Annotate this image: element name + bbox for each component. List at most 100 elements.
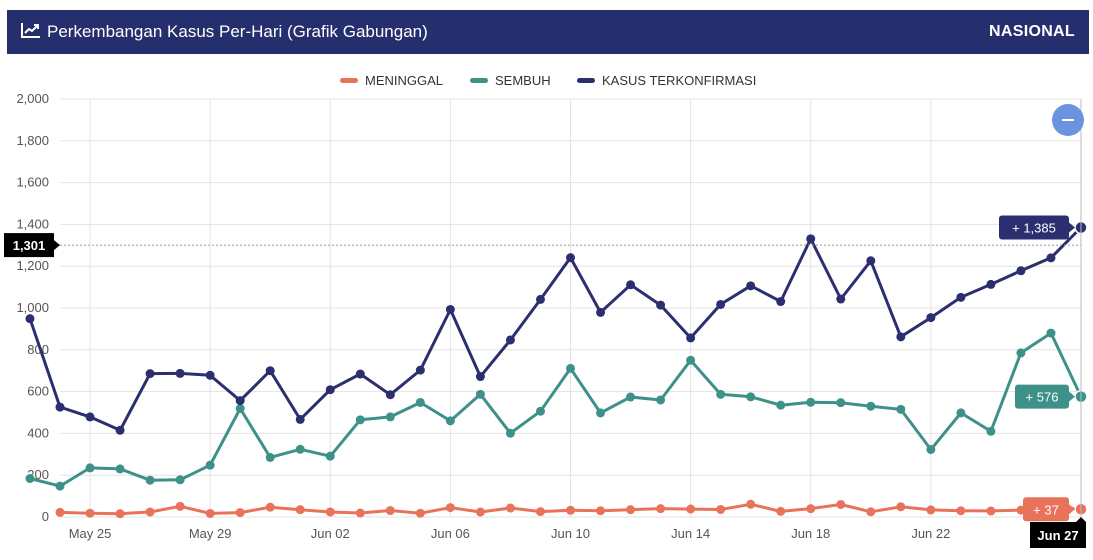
data-point-kasus-terkonfirmasi[interactable]: [505, 335, 515, 345]
data-point-sembuh[interactable]: [746, 392, 756, 402]
data-point-kasus-terkonfirmasi[interactable]: [205, 370, 215, 380]
data-point-sembuh[interactable]: [806, 397, 816, 407]
data-point-kasus-terkonfirmasi[interactable]: [415, 365, 425, 375]
data-point-kasus-terkonfirmasi[interactable]: [475, 372, 485, 382]
data-point-kasus-terkonfirmasi[interactable]: [776, 297, 786, 307]
data-point-kasus-terkonfirmasi[interactable]: [596, 307, 606, 317]
data-point-sembuh[interactable]: [145, 475, 155, 485]
data-point-meninggal[interactable]: [265, 502, 275, 512]
data-point-sembuh[interactable]: [626, 392, 636, 402]
data-point-meninggal[interactable]: [445, 503, 455, 513]
data-point-kasus-terkonfirmasi[interactable]: [986, 279, 996, 289]
data-point-sembuh[interactable]: [956, 408, 966, 418]
data-point-meninggal[interactable]: [235, 508, 245, 518]
data-point-kasus-terkonfirmasi[interactable]: [235, 396, 245, 406]
data-point-sembuh[interactable]: [265, 452, 275, 462]
data-point-meninggal[interactable]: [475, 507, 485, 517]
data-point-sembuh[interactable]: [445, 416, 455, 426]
data-point-kasus-terkonfirmasi[interactable]: [325, 385, 335, 395]
combined-line-chart[interactable]: 02004006008001,0001,2001,4001,6001,8002,…: [0, 58, 1093, 555]
data-point-kasus-terkonfirmasi[interactable]: [926, 313, 936, 323]
data-point-sembuh[interactable]: [475, 389, 485, 399]
data-point-kasus-terkonfirmasi[interactable]: [175, 368, 185, 378]
data-point-sembuh[interactable]: [596, 408, 606, 418]
data-point-meninggal[interactable]: [836, 499, 846, 509]
data-point-sembuh[interactable]: [205, 460, 215, 470]
data-point-meninggal[interactable]: [295, 505, 305, 515]
data-point-meninggal[interactable]: [355, 508, 365, 518]
data-point-meninggal[interactable]: [956, 506, 966, 516]
data-point-sembuh[interactable]: [686, 355, 696, 365]
data-point-kasus-terkonfirmasi[interactable]: [55, 402, 65, 412]
data-point-sembuh[interactable]: [325, 451, 335, 461]
data-point-kasus-terkonfirmasi[interactable]: [1046, 253, 1056, 263]
data-point-kasus-terkonfirmasi[interactable]: [1016, 266, 1026, 276]
data-point-meninggal[interactable]: [746, 499, 756, 509]
data-point-kasus-terkonfirmasi[interactable]: [265, 366, 275, 376]
data-point-sembuh[interactable]: [866, 401, 876, 411]
data-point-meninggal[interactable]: [175, 501, 185, 511]
data-point-meninggal[interactable]: [806, 504, 816, 514]
data-point-kasus-terkonfirmasi[interactable]: [896, 332, 906, 342]
data-point-kasus-terkonfirmasi[interactable]: [866, 256, 876, 266]
data-point-meninggal[interactable]: [566, 505, 575, 515]
data-point-kasus-terkonfirmasi[interactable]: [445, 304, 455, 314]
data-point-sembuh[interactable]: [656, 395, 666, 405]
data-point-meninggal[interactable]: [85, 508, 95, 518]
data-point-kasus-terkonfirmasi[interactable]: [566, 253, 575, 263]
data-point-meninggal[interactable]: [115, 509, 125, 519]
data-point-sembuh[interactable]: [115, 464, 125, 474]
data-point-meninggal[interactable]: [716, 504, 726, 514]
data-point-kasus-terkonfirmasi[interactable]: [295, 414, 305, 424]
data-point-meninggal[interactable]: [205, 508, 215, 518]
data-point-sembuh[interactable]: [896, 404, 906, 414]
data-point-sembuh[interactable]: [355, 415, 365, 425]
data-point-kasus-terkonfirmasi[interactable]: [115, 425, 125, 435]
legend-swatch-kasus-terkonfirmasi[interactable]: [577, 78, 595, 83]
data-point-sembuh[interactable]: [535, 406, 545, 416]
data-point-sembuh[interactable]: [55, 481, 65, 491]
data-point-meninggal[interactable]: [866, 507, 876, 517]
data-point-sembuh[interactable]: [1046, 328, 1056, 338]
data-point-kasus-terkonfirmasi[interactable]: [806, 234, 816, 244]
data-point-sembuh[interactable]: [1016, 348, 1026, 358]
data-point-kasus-terkonfirmasi[interactable]: [145, 369, 155, 379]
data-point-sembuh[interactable]: [986, 426, 996, 436]
data-point-meninggal[interactable]: [986, 506, 996, 516]
data-point-sembuh[interactable]: [776, 400, 786, 410]
legend-swatch-sembuh[interactable]: [470, 78, 488, 83]
data-point-sembuh[interactable]: [505, 428, 515, 438]
data-point-meninggal[interactable]: [385, 506, 395, 516]
data-point-meninggal[interactable]: [596, 506, 606, 516]
data-point-sembuh[interactable]: [566, 363, 575, 373]
chart-area[interactable]: 0 200 400 600 800 1,000 1,200 1,400 1,600 1,800 2,…: [0, 58, 1093, 555]
data-point-kasus-terkonfirmasi[interactable]: [716, 299, 726, 309]
data-point-sembuh[interactable]: [295, 444, 305, 454]
data-point-meninggal[interactable]: [325, 507, 335, 517]
data-point-meninggal[interactable]: [505, 503, 515, 513]
data-point-kasus-terkonfirmasi[interactable]: [746, 281, 756, 291]
data-point-sembuh[interactable]: [415, 397, 425, 407]
data-point-sembuh[interactable]: [235, 404, 245, 414]
data-point-meninggal[interactable]: [776, 506, 786, 516]
data-point-kasus-terkonfirmasi[interactable]: [686, 333, 696, 343]
data-point-kasus-terkonfirmasi[interactable]: [85, 412, 95, 422]
data-point-meninggal[interactable]: [415, 508, 425, 518]
data-point-meninggal[interactable]: [535, 507, 545, 517]
data-point-kasus-terkonfirmasi[interactable]: [956, 292, 966, 302]
data-point-sembuh[interactable]: [385, 412, 395, 422]
data-point-sembuh[interactable]: [926, 444, 936, 454]
data-point-meninggal[interactable]: [686, 504, 696, 514]
data-point-kasus-terkonfirmasi[interactable]: [355, 369, 365, 379]
data-point-meninggal[interactable]: [926, 505, 936, 515]
data-point-meninggal[interactable]: [896, 502, 906, 512]
data-point-sembuh[interactable]: [85, 463, 95, 473]
data-point-kasus-terkonfirmasi[interactable]: [656, 300, 666, 310]
data-point-kasus-terkonfirmasi[interactable]: [385, 390, 395, 400]
data-point-sembuh[interactable]: [716, 389, 726, 399]
data-point-kasus-terkonfirmasi[interactable]: [25, 314, 35, 324]
data-point-meninggal[interactable]: [656, 504, 666, 514]
data-point-meninggal[interactable]: [626, 505, 636, 515]
data-point-sembuh[interactable]: [836, 398, 846, 408]
data-point-sembuh[interactable]: [25, 474, 35, 484]
